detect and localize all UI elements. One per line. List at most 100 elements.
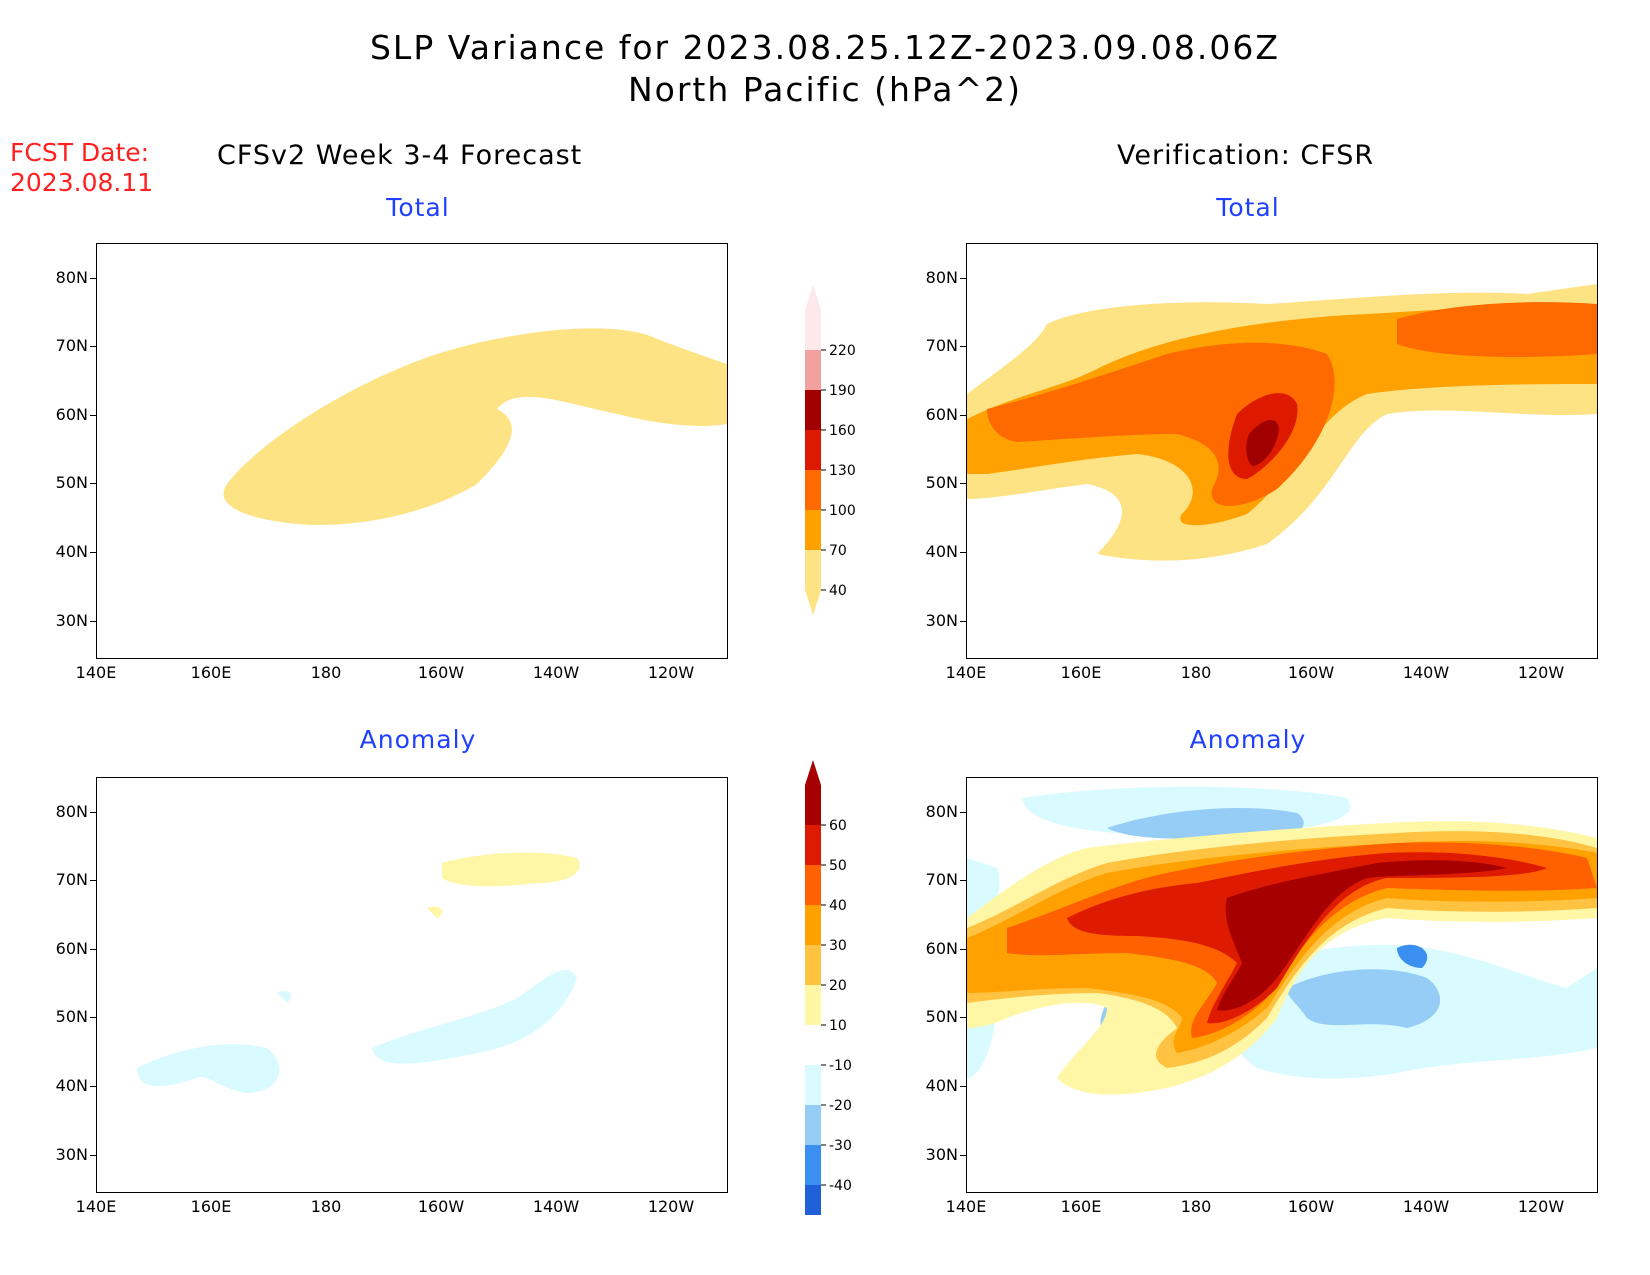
lon-label: 160W xyxy=(417,1197,465,1216)
lat-tick xyxy=(90,415,96,416)
lat-label: 60N xyxy=(55,939,88,958)
lat-label: 40N xyxy=(55,542,88,561)
colorbar-label: 160 xyxy=(829,423,856,439)
colorbar-arrow-bottom xyxy=(805,590,821,615)
lat-label: 50N xyxy=(925,473,958,492)
colorbar-label: 60 xyxy=(829,818,847,834)
colorbar-swatch xyxy=(805,985,821,1025)
panel-subtitle-verification-anomaly: Anomaly xyxy=(1189,725,1307,754)
colorbar-swatch xyxy=(805,825,821,865)
lat-tick xyxy=(90,880,96,881)
panel-subtitle-forecast-anomaly: Anomaly xyxy=(359,725,477,754)
lat-label: 80N xyxy=(55,268,88,287)
anomaly-fill-neg30-neg40 xyxy=(1397,944,1428,968)
lat-tick xyxy=(960,880,966,881)
lat-tick xyxy=(960,621,966,622)
lon-label: 180 xyxy=(310,663,342,682)
lat-label: 60N xyxy=(55,405,88,424)
colorbar-label: 20 xyxy=(829,978,847,994)
colorbar-swatch xyxy=(805,785,821,825)
lon-label: 180 xyxy=(1180,1197,1212,1216)
lat-tick xyxy=(960,1155,966,1156)
lon-label: 140E xyxy=(945,1197,987,1216)
colorbar-swatch xyxy=(805,1105,821,1145)
fcst-date: 2023.08.11 xyxy=(10,168,154,197)
colorbar-label: 50 xyxy=(829,858,847,874)
lon-label: 160W xyxy=(1287,663,1335,682)
forecast-date-label: FCST Date: 2023.08.11 xyxy=(10,138,153,198)
lat-tick xyxy=(90,812,96,813)
lat-label: 60N xyxy=(925,939,958,958)
colorbar-swatch xyxy=(805,510,821,550)
verification-anomaly-map xyxy=(967,786,1597,1095)
lat-label: 30N xyxy=(925,611,958,630)
colorbar-label: 40 xyxy=(829,898,847,914)
lat-tick xyxy=(960,1086,966,1087)
colorbar-swatch xyxy=(805,1025,821,1065)
colorbar-label: 220 xyxy=(829,343,856,359)
forecast-anomaly-map xyxy=(137,852,580,1093)
colorbar-swatch xyxy=(805,310,821,350)
lon-label: 140E xyxy=(75,663,117,682)
map-panel-verification-total xyxy=(966,243,1598,659)
lat-label: 30N xyxy=(925,1145,958,1164)
left-column-title: CFSv2 Week 3-4 Forecast xyxy=(217,140,583,171)
colorbar-label: 100 xyxy=(829,503,856,519)
lat-label: 40N xyxy=(925,542,958,561)
lat-tick xyxy=(90,1155,96,1156)
lat-tick xyxy=(960,812,966,813)
panel-subtitle-forecast-total: Total xyxy=(386,193,450,222)
colorbar-total: 220 190 160 130 100 70 40 xyxy=(805,285,856,615)
lat-label: 70N xyxy=(55,336,88,355)
lat-tick xyxy=(960,1017,966,1018)
lat-label: 80N xyxy=(925,268,958,287)
panel-subtitle-verification-total: Total xyxy=(1216,193,1280,222)
colorbar-label: 30 xyxy=(829,938,847,954)
lat-tick xyxy=(90,552,96,553)
lon-label: 140W xyxy=(1402,1197,1450,1216)
lon-label: 160W xyxy=(417,663,465,682)
forecast-total-map xyxy=(223,328,727,525)
lat-label: 70N xyxy=(925,336,958,355)
right-column-title: Verification: CFSR xyxy=(1117,140,1375,171)
colorbar-swatch xyxy=(805,865,821,905)
lon-label: 140E xyxy=(945,663,987,682)
lat-tick xyxy=(90,621,96,622)
colorbar-label: -30 xyxy=(829,1138,852,1154)
lat-tick xyxy=(90,483,96,484)
lat-label: 80N xyxy=(55,802,88,821)
lon-label: 160W xyxy=(1287,1197,1335,1216)
colorbar-arrow-top xyxy=(805,760,821,785)
colorbar-label: -40 xyxy=(829,1178,852,1194)
colorbar-swatch xyxy=(805,390,821,430)
lon-label: 180 xyxy=(310,1197,342,1216)
lon-label: 120W xyxy=(1517,1197,1565,1216)
lat-label: 30N xyxy=(55,611,88,630)
colorbar-label: -10 xyxy=(829,1058,852,1074)
colorbar-swatch xyxy=(805,550,821,590)
lat-tick xyxy=(960,346,966,347)
anomaly-fill-10-20 xyxy=(427,852,580,918)
lon-label: 140W xyxy=(532,663,580,682)
anomaly-fill-neg20-neg30 xyxy=(1100,808,1441,1043)
lat-tick xyxy=(960,415,966,416)
map-panel-verification-anomaly xyxy=(966,777,1598,1193)
colorbar-label: 10 xyxy=(829,1018,847,1034)
lat-tick xyxy=(90,278,96,279)
lat-label: 80N xyxy=(925,802,958,821)
colorbar-swatch xyxy=(805,1185,821,1215)
colorbar-label: 190 xyxy=(829,383,856,399)
anomaly-fill-neg10-neg20 xyxy=(137,969,577,1093)
lat-label: 50N xyxy=(55,1007,88,1026)
main-subtitle: North Pacific (hPa^2) xyxy=(627,70,1023,109)
lat-label: 70N xyxy=(925,870,958,889)
map-panel-forecast-anomaly xyxy=(96,777,728,1193)
anomaly-fill-60-plus xyxy=(1217,860,1507,1011)
verification-total-map xyxy=(967,284,1597,561)
lat-label: 50N xyxy=(925,1007,958,1026)
colorbar-swatch xyxy=(805,350,821,390)
colorbar-swatch xyxy=(805,1145,821,1185)
lat-label: 40N xyxy=(55,1076,88,1095)
colorbar-swatch xyxy=(805,905,821,945)
anomaly-fill-neg10-neg20 xyxy=(967,786,1597,1079)
